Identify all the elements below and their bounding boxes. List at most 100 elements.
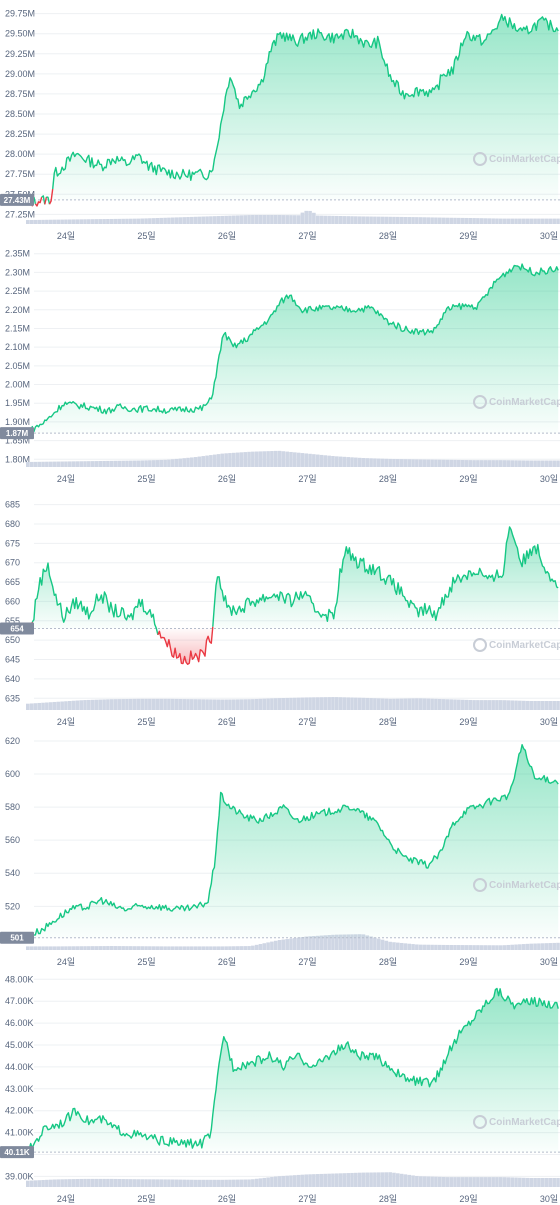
volume-bar [525, 1177, 530, 1187]
volume-bar [506, 944, 511, 950]
volume-bar [415, 459, 419, 467]
volume-bar [357, 216, 362, 224]
y-tick-label: 620 [5, 736, 20, 746]
volume-bar [87, 1178, 91, 1187]
x-tick-label: 24일 [57, 474, 75, 484]
volume-bar [415, 944, 419, 950]
y-tick-label: 43.00K [5, 1084, 34, 1094]
svg-text:CoinMarketCap: CoinMarketCap [489, 640, 560, 651]
volume-bar [289, 1175, 293, 1187]
volume-bar [182, 946, 186, 950]
y-tick-label: 29.00M [5, 69, 35, 79]
svg-text:CoinMarketCap: CoinMarketCap [489, 154, 560, 165]
volume-bar [460, 699, 465, 710]
volume-bar [495, 945, 499, 950]
volume-bar [67, 1179, 72, 1187]
volume-bar [491, 700, 495, 710]
volume-bar [327, 215, 331, 224]
volume-bar [449, 459, 453, 467]
volume-bar [67, 461, 72, 467]
volume-bar [193, 699, 198, 710]
volume-bar [479, 460, 484, 467]
y-tick-label: 1.90M [5, 417, 30, 427]
volume-bar [468, 945, 473, 950]
volume-bar [270, 215, 274, 224]
volume-bar [346, 457, 350, 467]
volume-bar [449, 699, 453, 710]
volume-bar [434, 698, 438, 710]
volume-bar [144, 946, 148, 950]
y-tick-label: 2.15M [5, 323, 30, 333]
price-line-up [52, 13, 559, 190]
volume-bar [37, 946, 42, 950]
volume-bar [216, 216, 221, 224]
volume-bar [506, 218, 511, 224]
x-tick-label: 29일 [459, 474, 477, 484]
volume-bar [331, 934, 335, 950]
volume-bar [258, 698, 263, 710]
current-price-label: 501 [0, 931, 34, 944]
volume-bar [266, 942, 270, 950]
volume-bar [300, 212, 305, 224]
y-tick-label: 2.35M [5, 249, 30, 259]
volume-bar [556, 701, 560, 710]
volume-bar [411, 944, 415, 950]
volume-bar [56, 1179, 61, 1187]
volume-bar [338, 934, 343, 950]
volume-bar [403, 216, 408, 224]
volume-bar [212, 699, 217, 710]
volume-bar [342, 697, 347, 710]
volume-bar [361, 934, 366, 950]
volume-bar [334, 697, 339, 710]
volume-bar [117, 946, 122, 950]
volume-bar [418, 698, 423, 710]
volume-bar [357, 934, 362, 950]
volume-bar [235, 946, 240, 950]
volume-bar [285, 939, 289, 950]
x-tick-label: 25일 [137, 1194, 155, 1204]
volume-bar [220, 215, 225, 224]
volume-bar [544, 701, 549, 710]
volume-bar [514, 944, 518, 950]
volume-bar [87, 946, 91, 950]
volume-bar [251, 215, 255, 224]
y-tick-label: 655 [5, 616, 20, 626]
volume-bar [239, 215, 244, 224]
volume-bar [300, 1174, 305, 1187]
y-tick-label: 42.00K [5, 1106, 34, 1116]
volume-bar [293, 215, 297, 224]
volume-bar [476, 218, 480, 224]
volume-bar [357, 697, 362, 710]
volume-bar [201, 1179, 206, 1187]
volume-bar [388, 941, 392, 950]
y-tick-label: 580 [5, 802, 20, 812]
volume-bar [117, 218, 122, 224]
volume-bar [258, 451, 263, 467]
volume-bar [426, 1176, 431, 1187]
volume-bar [472, 1177, 476, 1187]
volume-bar [468, 1177, 473, 1187]
volume-bar [148, 698, 152, 710]
volume-bar [270, 1177, 274, 1187]
volume-bar [434, 217, 438, 224]
volume-bar [117, 699, 122, 710]
volume-bar [556, 942, 560, 950]
volume-bar [376, 938, 381, 950]
volume-bar [468, 218, 473, 224]
volume-bar [56, 701, 61, 710]
volume-bar [361, 697, 366, 710]
y-tick-label: 47.00K [5, 996, 34, 1006]
volume-bar [552, 460, 556, 467]
volume-bar [476, 700, 480, 710]
volume-bar [178, 1179, 183, 1187]
volume-bar [373, 458, 377, 467]
volume-bar [453, 699, 457, 710]
volume-bar [544, 1178, 549, 1187]
volume-bar [193, 216, 198, 224]
volume-bar [518, 460, 522, 467]
volume-bar [167, 698, 171, 710]
volume-bar [319, 215, 324, 224]
volume-bar [212, 1179, 217, 1187]
volume-bar [266, 1177, 270, 1187]
volume-bar [529, 460, 534, 467]
